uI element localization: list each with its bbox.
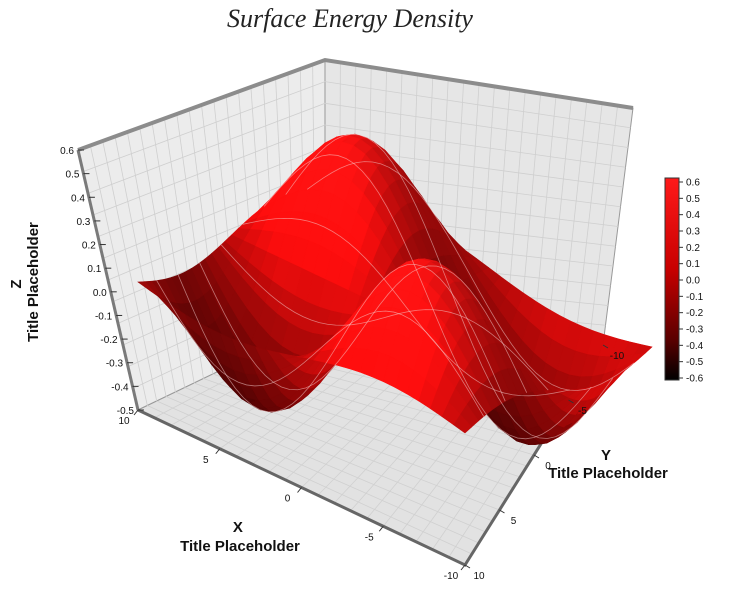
x-axis-title: X Title Placeholder [180,519,300,555]
x-tick-label: -5 [365,532,374,543]
y-tick-label: 10 [473,571,485,582]
colorbar-label: 0.3 [686,227,700,238]
surface-patch [137,281,157,295]
surface-contour-line [177,263,506,413]
colorbar-label: -0.6 [686,374,704,385]
z-tick-label: 0.4 [71,193,85,204]
z-tick-label: 0.2 [82,241,96,252]
y-axis-title: Y Title Placeholder [548,447,668,482]
x-axis-ticks: 10 5 0 -5 -10 [118,409,466,582]
wall-grid-line [114,136,167,397]
surface-contour-line [285,133,614,439]
y-axis-ticks: -10 -5 0 5 10 [464,344,625,582]
y-tick-mark [568,399,574,404]
x-tick-label: 0 [285,494,291,505]
surface-mesh [137,133,653,445]
colorbar-label: 0.6 [686,178,700,189]
y-tick-mark [499,509,505,514]
colorbar-labels: 0.6 0.5 0.4 0.3 0.2 0.1 0.0 -0.1 -0.2 -0.3 -0.4 -0.… [679,178,704,385]
chart-title: Surface Energy Density [227,4,473,33]
colorbar-label: 0.0 [686,276,700,287]
wall-grid-line [92,124,626,216]
z-tick-label: 0.6 [60,146,74,157]
x-tick-mark [215,448,221,455]
wall-grid-line [102,140,158,402]
colorbar-label: 0.4 [686,210,700,221]
surface-contour-line [263,154,592,440]
x-tick-label: 10 [118,416,130,427]
surface-contour-line [199,262,528,393]
x-tick-label: -10 [444,571,459,582]
z-tick-label: 0.0 [93,288,107,299]
y-tick-label: -5 [578,406,587,417]
x-tick-mark [133,409,139,416]
z-tick-label: -0.2 [100,335,118,346]
wall-grid-line [127,131,176,393]
y-tick-label: 0 [545,461,551,472]
wall-grid-line [139,127,186,388]
surface-contour-line [307,161,635,391]
y-tick-mark [602,344,609,349]
wall-grid-line [151,122,195,384]
z-tick-label: -0.1 [95,311,113,322]
surface-contour-line [242,217,570,397]
wall-grid-line [560,100,588,342]
colorbar-label: -0.5 [686,357,704,368]
colorbar-label: -0.3 [686,325,704,336]
z-tick-label: 0.3 [76,217,90,228]
z-tick-label: -0.5 [117,406,135,417]
surface-contour-line [220,244,549,391]
y-tick-mark [533,454,540,459]
y-tick-mark [464,564,471,569]
wall-grid-line [574,103,603,343]
colorbar-label: 0.5 [686,194,700,205]
wall-top-edge [77,57,634,152]
z-axis-line [76,149,140,411]
wall-grid-line [89,145,148,406]
z-tick-label: -0.4 [111,382,129,393]
z-tick-label: -0.3 [106,359,124,370]
wall-grid-line [82,81,631,173]
colorbar: 0.6 0.5 0.4 0.3 0.2 0.1 0.0 -0.1 -0.2 -0.3 -0.4 -0.… [664,177,704,385]
colorbar-label: -0.2 [686,308,704,319]
wall-grid-line [588,105,618,344]
colorbar-gradient [664,177,680,381]
colorbar-label: -0.4 [686,341,704,352]
y-tick-label: -10 [610,351,625,362]
z-axis-ticks: 0.6 0.5 0.4 0.3 0.2 0.1 0.0 -0.1 -0.2 -0.3 -0.4 -0.… [60,146,144,417]
z-axis-title: Z Title Placeholder [8,222,42,342]
wall-grid-line [87,102,629,194]
x-tick-mark [378,525,384,532]
colorbar-label: 0.2 [686,243,700,254]
colorbar-label: -0.1 [686,292,704,303]
z-tick-label: 0.5 [66,170,80,181]
x-tick-mark [460,564,466,571]
x-tick-mark [297,487,302,493]
wall-grid-line [547,98,572,341]
y-tick-label: 5 [511,516,517,527]
wall-grid-line [533,95,557,339]
x-tick-label: 5 [203,455,209,466]
z-tick-label: 0.1 [87,264,101,275]
colorbar-label: 0.1 [686,259,700,270]
